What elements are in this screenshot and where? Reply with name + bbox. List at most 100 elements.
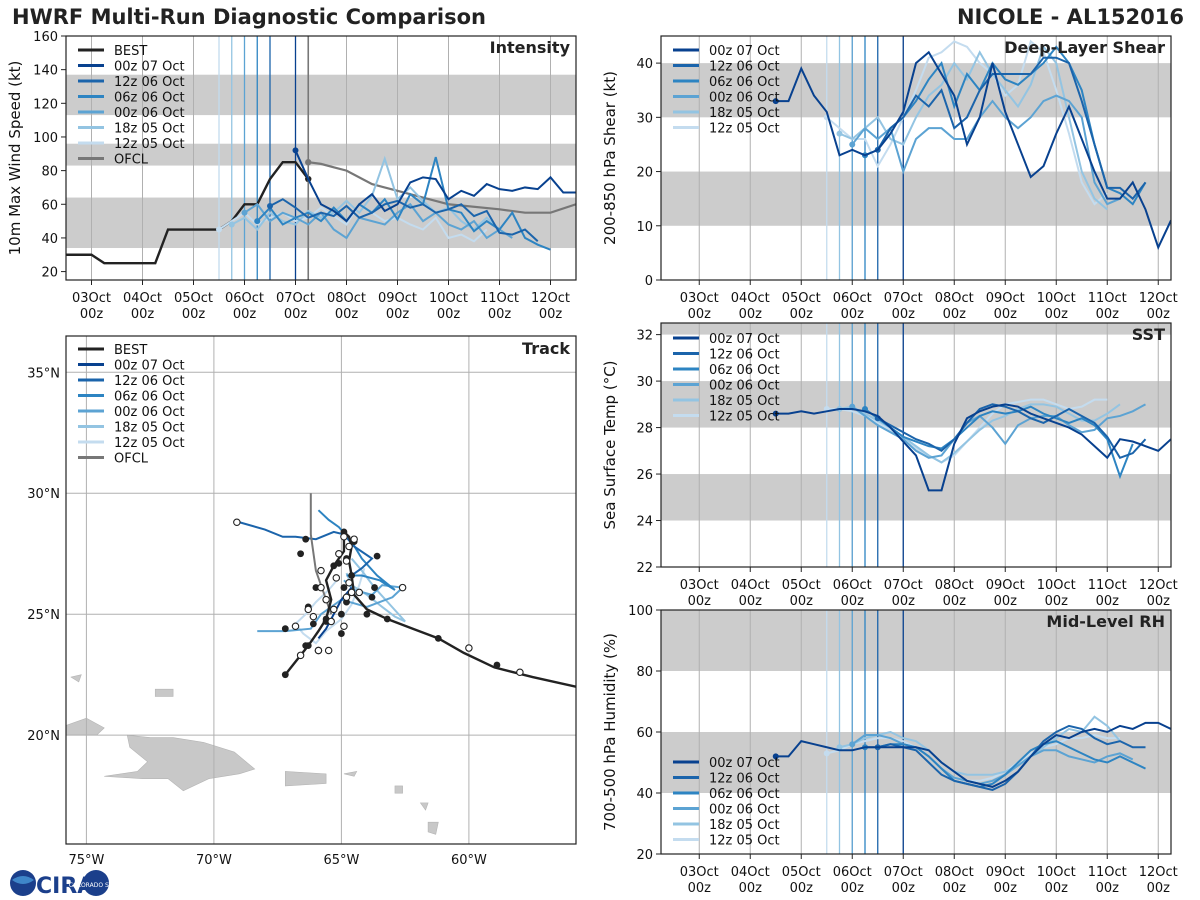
intensity-x-ticklabel: 06Oct [225,291,264,306]
rh-legend-label: 00z 06 Oct [709,803,780,818]
shear-x-ticklabel: 08Oct [935,291,974,306]
track-position-marker-filled [368,593,376,601]
track-position-marker-filled [312,584,320,591]
sst-legend-label: 00z 07 Oct [709,332,780,347]
shear-x-ticklabel: 00z [1147,307,1171,322]
track-lat-ticklabel: 20°N [27,729,60,744]
track-position-marker-open [342,593,351,602]
track-legend-label: BEST [114,343,147,358]
intensity-x-ticklabel: 00z [284,307,308,322]
intensity-series-line [243,202,513,240]
track-position-marker-open [335,549,343,558]
sst-x-ticklabel: 00z [994,594,1018,609]
shear-series-line [876,56,1147,201]
track-position-marker-filled [297,550,304,558]
track-position-marker-open [345,542,353,551]
sst-legend-label: 12z 06 Oct [709,348,780,363]
shear-x-ticklabel: 00z [1045,307,1069,322]
land-hispaniola [104,734,256,792]
figure-title-right: NICOLE - AL152016 [956,5,1184,29]
track-position-marker-filled [302,535,310,543]
intensity-series-start-marker [241,209,248,216]
track-position-marker-filled [309,620,317,628]
sst-x-ticklabel: 08Oct [935,578,974,593]
rh-x-ticklabel: 10Oct [1037,865,1076,880]
intensity-x-ticklabel: 09Oct [378,291,417,306]
sst-panel: 03Oct00z04Oct00z05Oct00z06Oct00z07Oct00z… [601,322,1178,609]
intensity-y-axis-label: 10m Max Wind Speed (kt) [6,61,24,256]
track-lat-ticklabel: 25°N [27,608,60,623]
intensity-y-ticklabel: 160 [33,30,58,45]
track-position-marker-open [291,622,300,631]
track-position-marker-open [516,668,524,676]
shear-x-ticklabel: 07Oct [884,291,923,306]
cira-logo: CIRA COLORADO STATE [10,870,123,899]
shear-legend-label: 06z 06 Oct [709,75,780,90]
rh-y-ticklabel: 20 [636,848,653,863]
shear-series-start-marker [836,130,843,137]
track-position-marker-open [309,612,318,621]
sst-x-ticklabel: 11Oct [1088,578,1127,593]
sst-x-ticklabel: 00z [1045,594,1069,609]
shear-y-ticklabel: 40 [636,57,653,72]
intensity-x-ticklabel: 00z [539,307,563,322]
intensity-x-ticklabel: 12Oct [531,291,570,306]
track-run-line [239,521,374,577]
shear-series-line [775,50,1171,251]
land-leeward-2 [419,802,429,811]
sst-legend-label: 06z 06 Oct [709,363,780,378]
rh-x-ticklabel: 08Oct [935,865,974,880]
intensity-x-ticklabel: 07Oct [276,291,315,306]
intensity-legend-label: 00z 06 Oct [114,106,185,121]
intensity-x-ticklabel: 00z [80,307,104,322]
land-cuba-east [66,717,105,736]
land-virgin-islands [343,771,358,777]
shear-legend-label: 00z 06 Oct [709,91,780,106]
track-position-marker-filled [335,559,343,567]
intensity-series-start-marker [292,147,299,154]
intensity-x-ticklabel: 00z [488,307,512,322]
track-position-marker-open [355,588,363,597]
rh-legend-label: 06z 06 Oct [709,787,780,802]
rh-series-start-marker [836,744,843,751]
shear-x-ticklabel: 00z [1096,307,1120,322]
sst-legend-label: 18z 05 Oct [709,394,780,409]
intensity-ofcl-marker [305,159,312,166]
track-position-marker-open [340,533,348,541]
shear-x-ticklabel: 00z [688,307,712,322]
track-lat-ticklabel: 35°N [27,366,60,381]
intensity-legend-label: OFCL [114,153,149,168]
rh-x-ticklabel: 00z [1045,881,1069,896]
track-legend-label: OFCL [114,452,149,467]
track-position-marker-filled [338,610,345,618]
shear-series-start-marker [772,98,779,105]
shear-series-start-marker [849,141,856,148]
land-puerto-rico [284,771,327,787]
track-position-marker-filled [434,634,442,642]
track-position-marker-filled [348,572,355,579]
intensity-x-ticklabel: 11Oct [480,291,519,306]
sst-x-ticklabel: 06Oct [833,578,872,593]
sst-x-ticklabel: 00z [688,594,712,609]
track-panel: 75°W 70°W 65°W 60°W 20°N 25°N 30°N 35°N Track BES… [27,335,577,868]
track-legend-label: 00z 07 Oct [114,359,185,374]
intensity-best-line [66,161,310,265]
track-position-marker-open [350,535,358,543]
intensity-ofcl-line [308,161,576,214]
track-run-line [294,567,366,645]
rh-x-ticklabel: 11Oct [1088,865,1127,880]
track-map-area [66,336,576,844]
rh-y-ticklabel: 80 [636,665,653,680]
intensity-x-ticklabel: 04Oct [123,291,162,306]
shear-x-ticklabel: 00z [790,307,814,322]
intensity-series-line [269,198,539,243]
intensity-y-ticklabel: 140 [33,64,58,79]
sst-x-ticklabel: 00z [790,594,814,609]
track-position-marker-open [233,518,241,527]
shear-legend-label: 18z 05 Oct [709,106,780,121]
